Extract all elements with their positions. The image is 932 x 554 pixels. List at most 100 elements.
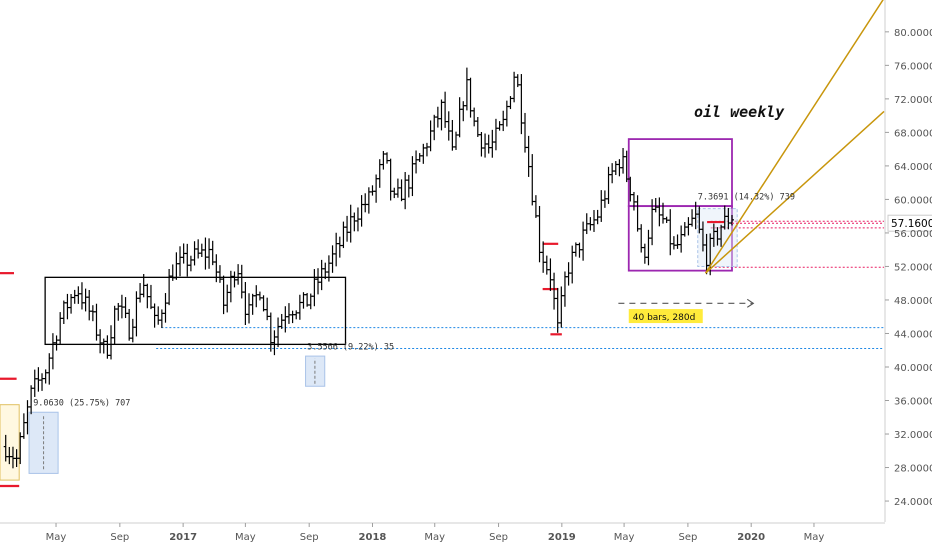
price-bar xyxy=(181,243,186,264)
y-tick-label: 80.0000 xyxy=(894,28,932,39)
price-bar xyxy=(443,91,448,128)
fan-line xyxy=(705,110,885,274)
chart-title: oil weekly xyxy=(694,103,785,121)
y-tick-label: 44.0000 xyxy=(894,329,932,340)
x-tick-label: May xyxy=(614,532,635,543)
price-bar xyxy=(116,302,121,321)
price-bar xyxy=(36,367,41,392)
price-bar xyxy=(203,237,208,270)
price-bar xyxy=(461,101,466,122)
price-bar xyxy=(639,224,644,253)
price-bar xyxy=(493,118,498,151)
price-bar xyxy=(537,205,542,263)
price-bar xyxy=(247,293,252,324)
price-bar xyxy=(395,178,400,198)
price-bar xyxy=(283,306,288,333)
price-bar xyxy=(555,287,560,333)
price-bar xyxy=(501,110,506,132)
measure-label-2: 3.5566 (9.22%) 35 xyxy=(307,342,394,352)
price-bar xyxy=(152,303,157,328)
price-bar xyxy=(548,258,553,291)
y-tick-label: 64.0000 xyxy=(894,162,932,173)
price-bar xyxy=(635,195,640,232)
x-tick-label: Sep xyxy=(678,532,697,543)
price-bar xyxy=(631,191,636,211)
price-bar xyxy=(621,147,626,174)
x-tick-label: Sep xyxy=(489,532,508,543)
price-bar xyxy=(653,197,658,213)
highlight-region xyxy=(0,404,20,481)
price-bar xyxy=(185,243,190,277)
price-bar xyxy=(345,215,350,242)
price-bar xyxy=(290,310,295,324)
price-bar xyxy=(533,195,538,218)
price-bar xyxy=(305,292,310,307)
price-bar xyxy=(682,222,687,237)
price-bar xyxy=(105,335,110,359)
price-bar xyxy=(519,74,524,135)
overlay-layer: oil weekly 40 bars, 280d 7.3691 (14.32%) 7… xyxy=(33,0,932,409)
price-bar xyxy=(43,369,48,384)
price-bar xyxy=(675,234,680,249)
x-tick-label: 2019 xyxy=(548,532,576,543)
price-bar xyxy=(352,212,357,232)
price-bar xyxy=(446,111,451,141)
price-bar xyxy=(686,217,691,236)
price-bar xyxy=(207,238,212,269)
price-bar xyxy=(592,210,597,232)
y-tick-label: 76.0000 xyxy=(894,61,932,72)
bars-count-label: 40 bars, 280d xyxy=(633,313,696,323)
price-bar xyxy=(174,252,179,280)
price-bar xyxy=(65,293,70,320)
price-bars xyxy=(3,67,734,469)
price-bar xyxy=(221,275,226,315)
price-bar xyxy=(588,217,593,231)
price-bar xyxy=(217,265,222,283)
price-bar xyxy=(294,310,299,320)
price-bar xyxy=(512,71,517,103)
price-bar xyxy=(76,286,81,304)
price-bar xyxy=(610,163,615,184)
y-tick-label: 52.0000 xyxy=(894,262,932,273)
price-bar xyxy=(250,293,255,315)
price-bar xyxy=(363,193,368,213)
price-bar xyxy=(570,245,575,284)
price-bar xyxy=(188,255,193,272)
bars-count-badge xyxy=(628,309,703,324)
price-bar xyxy=(228,270,233,303)
price-bar xyxy=(123,297,128,319)
price-bar xyxy=(94,303,99,341)
price-bar xyxy=(439,99,444,131)
price-bar xyxy=(348,204,353,243)
price-bar xyxy=(642,243,647,264)
price-bar xyxy=(388,158,393,201)
price-bar xyxy=(130,318,135,343)
price-bar xyxy=(32,369,37,397)
price-bar xyxy=(167,269,172,306)
price-bar xyxy=(559,286,564,328)
price-bar xyxy=(119,294,124,319)
last-price-label: 57.1600 xyxy=(891,218,932,230)
price-bar xyxy=(72,289,77,304)
price-bar xyxy=(392,187,397,199)
price-bar xyxy=(148,284,153,310)
measure-label-3: 7.3691 (14.32%) 739 xyxy=(698,192,795,202)
price-bar xyxy=(236,264,241,285)
price-bar xyxy=(254,285,259,308)
price-bar xyxy=(21,413,26,439)
price-bar xyxy=(301,292,306,309)
price-bar xyxy=(355,207,360,232)
x-tick-label: May xyxy=(424,532,445,543)
price-bar xyxy=(109,325,114,360)
price-bar xyxy=(319,259,324,291)
price-bar xyxy=(566,262,571,286)
price-bar xyxy=(374,174,379,203)
price-bar xyxy=(581,221,586,261)
price-bar xyxy=(199,243,204,258)
price-bar xyxy=(127,308,132,341)
y-tick-label: 24.0000 xyxy=(894,497,932,508)
price-bar xyxy=(483,133,488,158)
price-bar xyxy=(544,255,549,275)
measure-label-1: 9.0630 (25.75%) 707 xyxy=(33,399,130,409)
price-bar xyxy=(562,271,567,307)
